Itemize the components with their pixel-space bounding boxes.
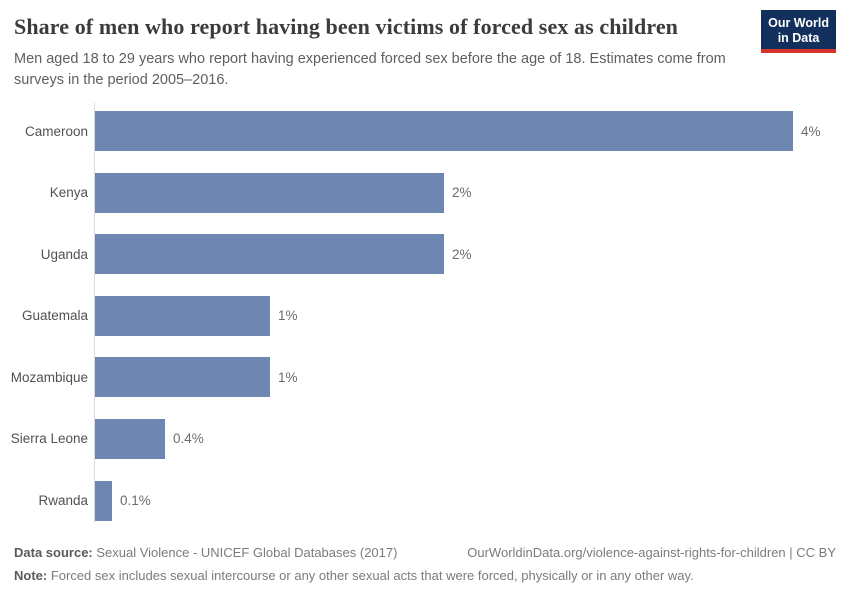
owid-logo-line1: Our World: [768, 16, 829, 30]
bar-chart: Cameroon 4% Kenya 2% Uganda 2% Guatemala 1% Moza…: [0, 103, 850, 523]
attribution-link: OurWorldinData.org/violence-against-righ…: [467, 545, 836, 560]
note: Note: Forced sex includes sexual interco…: [14, 568, 836, 584]
chart-title: Share of men who report having been vict…: [14, 14, 679, 39]
value-label: 1%: [278, 369, 298, 385]
bar: [95, 357, 270, 398]
data-source-label: Data source:: [14, 545, 93, 560]
bar-row: Cameroon 4%: [0, 111, 850, 151]
value-label: 0.4%: [173, 431, 204, 447]
bar: [95, 418, 165, 459]
chart-footer: Data source: Sexual Violence - UNICEF Gl…: [14, 545, 836, 584]
owid-logo-line2: in Data: [777, 30, 820, 45]
value-label: 2%: [452, 185, 472, 201]
category-label: Cameroon: [24, 123, 88, 139]
bar: [95, 234, 444, 275]
bar-rows: Cameroon 4% Kenya 2% Uganda 2% Guatemala 1% Moza…: [0, 111, 850, 521]
value-label: 1%: [278, 308, 298, 324]
category-label: Kenya: [49, 185, 88, 201]
chart-subtitle: Men aged 18 to 29 years who report havin…: [14, 51, 726, 88]
data-source-value: Sexual Violence - UNICEF Global Database…: [92, 545, 398, 560]
bar-row: Guatemala 1%: [0, 295, 850, 336]
value-label: 0.1%: [120, 493, 151, 509]
bar-row: Mozambique 1%: [0, 357, 850, 398]
owid-logo: Our World in Data: [761, 10, 836, 53]
bar-row: Rwanda 0.1%: [0, 480, 850, 521]
bar: [95, 172, 444, 213]
note-label: Note:: [14, 568, 48, 583]
category-label: Sierra Leone: [10, 431, 88, 447]
category-label: Mozambique: [10, 369, 88, 385]
value-label: 2%: [452, 246, 472, 262]
bar-row: Sierra Leone 0.4%: [0, 418, 850, 459]
y-axis-line: [94, 103, 95, 523]
chart-header: Share of men who report having been vict…: [14, 14, 759, 91]
category-label: Guatemala: [21, 308, 88, 324]
note-value: Forced sex includes sexual intercourse o…: [47, 568, 694, 583]
bar-row: Kenya 2%: [0, 172, 850, 213]
data-source: Data source: Sexual Violence - UNICEF Gl…: [14, 545, 397, 561]
bar: [95, 295, 270, 336]
bar-row: Uganda 2%: [0, 234, 850, 275]
bar: [95, 480, 112, 521]
category-label: Uganda: [40, 246, 88, 262]
category-label: Rwanda: [38, 493, 88, 509]
bar: [95, 111, 793, 151]
value-label: 4%: [801, 123, 821, 139]
